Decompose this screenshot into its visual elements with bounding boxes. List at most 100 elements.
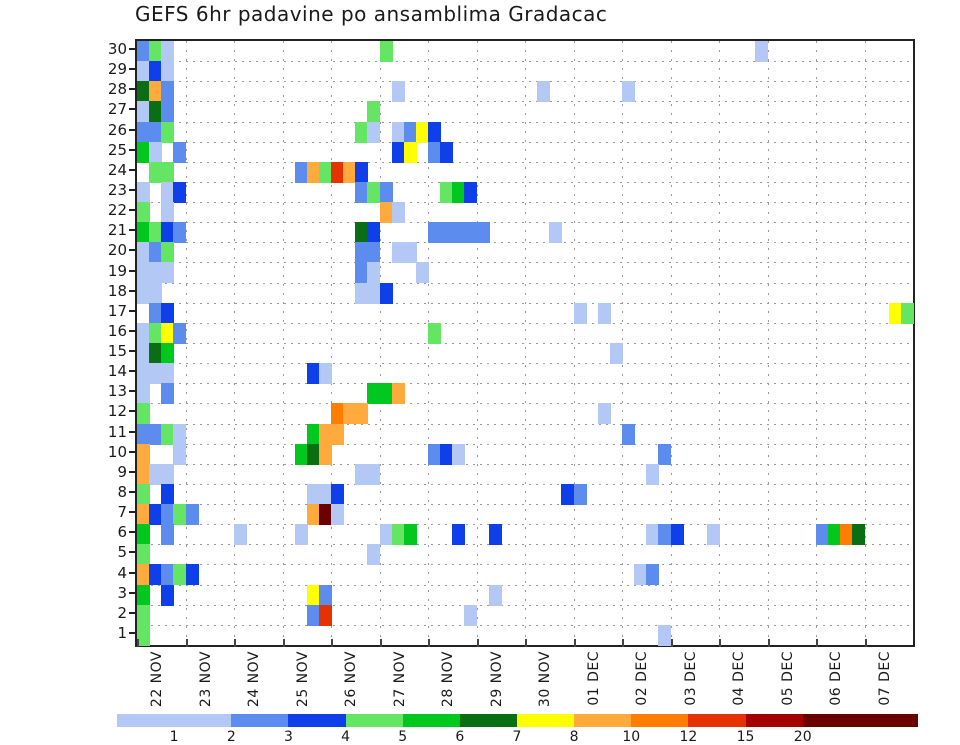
heatmap-cell (367, 222, 381, 244)
x-tick-label: 27 NOV (391, 651, 408, 708)
heatmap-cell (306, 443, 320, 465)
heatmap-cell (900, 302, 914, 324)
heatmap-cell (149, 161, 163, 183)
y-tick-label: 19 (107, 261, 127, 280)
heatmap-cell (391, 81, 405, 103)
heatmap-cell (161, 302, 175, 324)
x-tick-label: 30 NOV (537, 651, 553, 708)
colorbar-tick-label: 8 (569, 729, 579, 745)
heatmap-cell (149, 41, 163, 62)
heatmap-cell (161, 202, 175, 224)
heatmap-cell (428, 443, 441, 465)
colorbar-segment (459, 714, 518, 727)
x-tick-mark (331, 639, 333, 647)
heatmap-cell (379, 202, 393, 224)
x-tick-mark (719, 639, 721, 647)
heatmap-cell (646, 524, 660, 546)
heatmap-cell (816, 524, 829, 546)
colorbar-tick-label: 4 (341, 729, 351, 745)
y-tick-mark (129, 430, 140, 433)
heatmap-cell (306, 504, 320, 526)
x-tick-mark (622, 639, 624, 647)
heatmap-cell (173, 181, 187, 203)
heatmap-cell (234, 524, 247, 546)
heatmap-cell (318, 423, 332, 445)
x-tick-mark (137, 639, 139, 647)
y-tick-label: 6 (117, 523, 127, 542)
heatmap-plot-area[interactable] (135, 39, 915, 647)
heatmap-cell (173, 222, 187, 244)
heatmap-cell (379, 282, 393, 304)
x-tick-label: 28 NOV (440, 651, 456, 708)
heatmap-cell (161, 181, 175, 203)
y-axis: 30 29 28 27 26 25 24 23 22 21 20 19 18 17 16 15 14 13 12 11… (95, 39, 140, 647)
y-tick-label: 12 (107, 402, 127, 421)
y-tick-label: 8 (117, 483, 127, 501)
y-tick-mark (129, 128, 140, 131)
colorbar-tick-label: 12 (679, 729, 698, 745)
heatmap-cell (161, 524, 175, 546)
y-tick-mark (129, 551, 140, 554)
heatmap-cell (173, 322, 187, 344)
heatmap-cell (428, 222, 441, 244)
y-tick-label: 16 (107, 321, 127, 340)
colorbar-tick-label: 7 (512, 729, 522, 745)
heatmap-cell (609, 343, 623, 364)
y-tick-mark (129, 531, 140, 534)
x-tick-label: 04 DEC (731, 651, 747, 706)
heatmap-cell (306, 584, 320, 606)
y-tick-mark (129, 410, 140, 413)
heatmap-cell (318, 443, 332, 465)
x-tick-label: 26 NOV (343, 651, 359, 708)
heatmap-cell (379, 524, 393, 546)
y-tick-mark (129, 209, 140, 212)
heatmap-cell (597, 403, 611, 425)
x-tick-mark (573, 639, 576, 647)
heatmap-cell (149, 282, 163, 304)
heatmap-cell (355, 262, 369, 284)
heatmap-cell (137, 363, 150, 385)
heatmap-cell (149, 262, 163, 284)
y-tick-mark (129, 470, 140, 473)
y-tick-mark (129, 631, 140, 634)
x-tick-label: 07 DEC (876, 651, 893, 706)
y-tick-mark (129, 491, 140, 493)
heatmap-cell (149, 504, 163, 526)
colorbar-tick-label: 10 (622, 729, 641, 745)
y-tick-mark (129, 168, 140, 171)
y-tick-mark (129, 108, 140, 111)
y-tick-label: 17 (107, 301, 127, 320)
heatmap-cell (355, 282, 369, 304)
heatmap-cell (306, 604, 320, 626)
heatmap-cell (318, 483, 332, 505)
x-tick-label: 25 NOV (294, 651, 311, 708)
y-tick-mark (129, 269, 140, 272)
heatmap-cell (367, 544, 381, 566)
heatmap-cell (137, 524, 150, 546)
y-tick-label: 25 (107, 140, 127, 159)
heatmap-cell (403, 242, 417, 264)
heatmap-cell (379, 41, 393, 62)
y-tick-mark (129, 511, 140, 514)
heatmap-cell (149, 81, 163, 103)
x-tick-mark (476, 639, 479, 647)
heatmap-cell (137, 564, 150, 586)
heatmap-cell (137, 584, 150, 606)
heatmap-cell (137, 504, 150, 526)
heatmap-cell (343, 161, 357, 183)
colorbar-segment (345, 714, 404, 727)
heatmap-cell (391, 141, 405, 163)
heatmap-cell (318, 604, 332, 626)
heatmap-cell (294, 524, 308, 546)
heatmap-cell (161, 483, 175, 505)
heatmap-cell (658, 624, 672, 646)
heatmap-cell (391, 383, 405, 405)
heatmap-cell (318, 363, 332, 385)
heatmap-cell (355, 121, 369, 143)
heatmap-cells[interactable] (137, 41, 914, 646)
heatmap-cell (452, 181, 466, 203)
heatmap-cell (294, 161, 308, 183)
colorbar-segment (117, 714, 175, 727)
heatmap-cell (597, 302, 611, 324)
heatmap-cell (161, 121, 175, 143)
